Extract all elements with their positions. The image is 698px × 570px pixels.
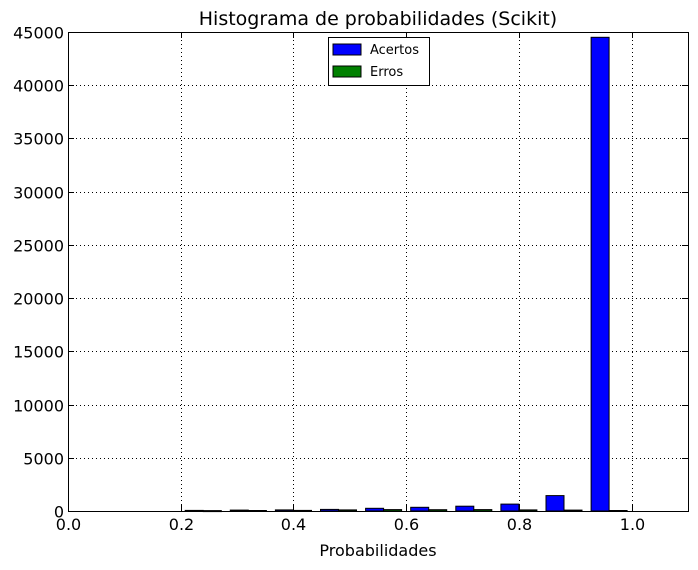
legend-swatch-acertos	[332, 43, 362, 56]
axis-ticks: 0.0 0.2 0.4 0.6 0.8 1.0 0 5000 10000 15000 20000 25…	[13, 24, 688, 534]
x-tick-label: 0.8	[507, 515, 532, 534]
y-tick-label: 40000	[13, 77, 64, 96]
bar-acertos-9	[590, 36, 610, 512]
x-tick-label: 0.4	[281, 515, 306, 534]
legend-label-erros: Erros	[370, 65, 403, 80]
y-tick-label: 25000	[13, 237, 64, 256]
x-tick-label: 0.2	[169, 515, 194, 534]
y-tick-label: 30000	[13, 184, 64, 203]
y-tick-label: 0	[54, 503, 64, 522]
bar-acertos-7	[500, 503, 520, 512]
bar-acertos-8	[545, 495, 565, 512]
y-tick-label: 15000	[13, 343, 64, 362]
bar-acertos-4	[365, 507, 385, 512]
y-tick-label: 35000	[13, 130, 64, 149]
bar-erros-4	[383, 509, 403, 512]
y-tick-label: 45000	[13, 24, 64, 43]
bar-erros-3	[338, 509, 357, 512]
bar-acertos-6	[455, 505, 475, 512]
plot-frame	[68, 32, 689, 512]
x-tick-label: 0.0	[56, 515, 81, 534]
bar-erros-7	[518, 509, 538, 512]
bar-acertos-2	[274, 509, 294, 512]
y-tick-label: 10000	[13, 397, 64, 416]
bar-acertos-5	[410, 506, 430, 512]
legend: Acertos Erros	[328, 37, 430, 86]
bar-erros-5	[428, 509, 448, 512]
x-tick-label: 1.0	[620, 515, 645, 534]
y-tick-label: 20000	[13, 290, 64, 309]
x-tick-label: 0.6	[394, 515, 419, 534]
legend-label-acertos: Acertos	[370, 43, 419, 58]
legend-swatch-erros	[332, 65, 362, 78]
x-axis-label: Probabilidades	[319, 541, 436, 560]
bar-erros-6	[473, 509, 493, 512]
chart-title: Histograma de probabilidades (Scikit)	[199, 8, 557, 30]
y-tick-label: 5000	[23, 450, 64, 469]
bar-acertos-1	[229, 509, 249, 512]
bar-erros-8	[563, 509, 583, 512]
bar-acertos-3	[320, 508, 339, 512]
